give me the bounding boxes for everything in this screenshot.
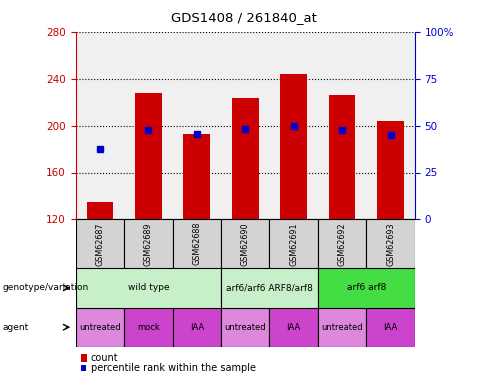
Text: percentile rank within the sample: percentile rank within the sample [91, 363, 256, 373]
Text: GSM62689: GSM62689 [144, 222, 153, 266]
Text: genotype/variation: genotype/variation [2, 284, 89, 292]
Bar [377, 121, 404, 219]
Bar [76, 268, 221, 308]
Text: GSM62691: GSM62691 [289, 222, 298, 266]
Bar [124, 219, 173, 268]
Text: GSM62687: GSM62687 [95, 222, 104, 266]
Text: arf6 arf8: arf6 arf8 [346, 284, 386, 292]
Bar [221, 219, 269, 268]
Bar [232, 98, 259, 219]
Text: untreated: untreated [79, 322, 121, 332]
Text: agent: agent [2, 322, 29, 332]
Bar [318, 308, 366, 347]
Text: GSM62688: GSM62688 [192, 222, 201, 266]
Bar [366, 219, 415, 268]
Bar [76, 219, 124, 268]
Text: count: count [91, 353, 119, 363]
Bar [366, 308, 415, 347]
Text: untreated: untreated [224, 322, 266, 332]
Text: IAA: IAA [286, 322, 301, 332]
Text: wild type: wild type [127, 284, 169, 292]
Bar [183, 134, 210, 219]
Text: mock: mock [137, 322, 160, 332]
Bar [221, 308, 269, 347]
Bar [173, 219, 221, 268]
Bar [173, 308, 221, 347]
Bar [135, 93, 162, 219]
Bar [318, 219, 366, 268]
Text: arf6/arf6 ARF8/arf8: arf6/arf6 ARF8/arf8 [226, 284, 313, 292]
Bar [318, 268, 415, 308]
Bar [269, 308, 318, 347]
Bar [124, 308, 173, 347]
Bar [329, 95, 355, 219]
Bar [269, 219, 318, 268]
Text: IAA: IAA [190, 322, 204, 332]
Bar [280, 74, 307, 219]
Text: IAA: IAA [384, 322, 398, 332]
Text: untreated: untreated [321, 322, 363, 332]
Text: GSM62693: GSM62693 [386, 222, 395, 266]
Text: GSM62692: GSM62692 [338, 222, 346, 266]
Text: GSM62690: GSM62690 [241, 222, 250, 266]
Bar [86, 202, 113, 219]
Bar [221, 268, 318, 308]
Text: GDS1408 / 261840_at: GDS1408 / 261840_at [171, 11, 317, 24]
Bar [76, 308, 124, 347]
